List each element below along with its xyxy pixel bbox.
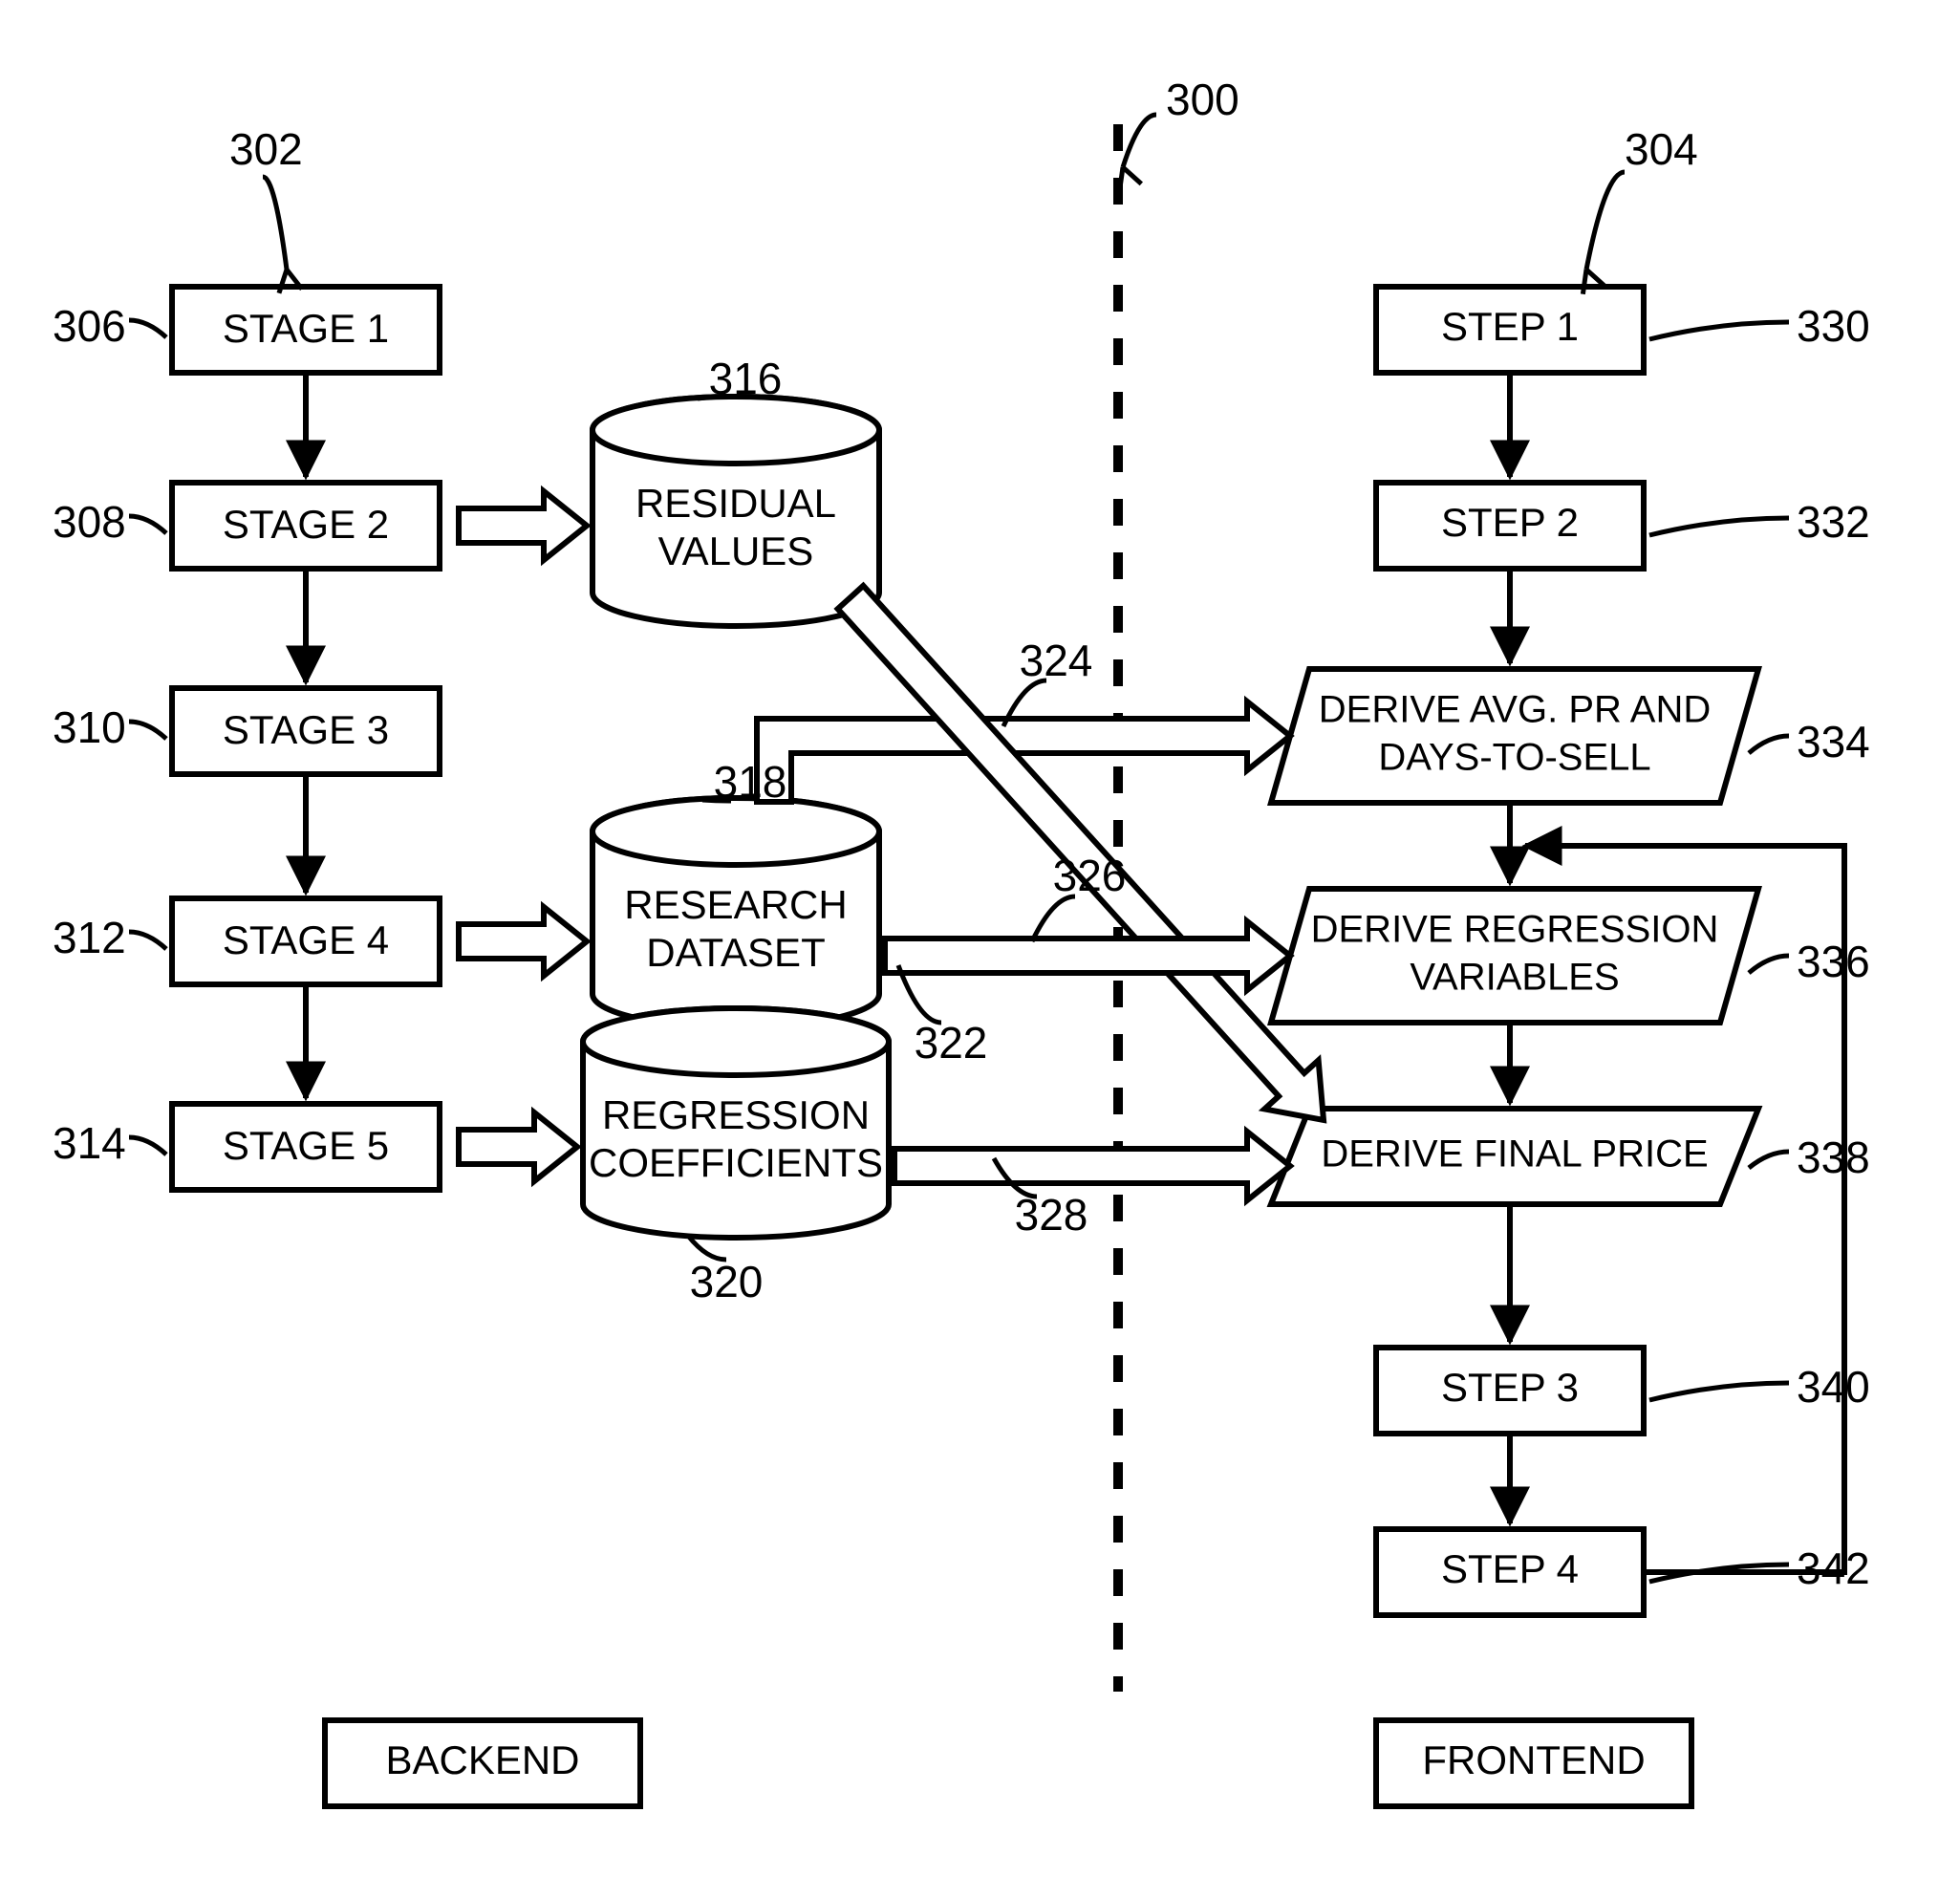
ref-number: 338 — [1797, 1133, 1870, 1182]
leader-r312 — [129, 932, 166, 949]
label: DATASET — [646, 930, 825, 975]
ref-number: 336 — [1797, 937, 1870, 986]
leader-arrowhead — [1586, 270, 1605, 286]
label: BACKEND — [385, 1737, 579, 1782]
leader — [702, 800, 731, 801]
ref-number: 340 — [1797, 1362, 1870, 1412]
arrow-326 — [885, 921, 1290, 990]
leader — [1123, 115, 1156, 167]
leader — [1749, 1152, 1789, 1168]
arrow-stage4-research — [459, 907, 587, 976]
ref-number: 302 — [229, 124, 303, 174]
ref-number: 328 — [1015, 1190, 1088, 1240]
cyl-residual-top — [592, 397, 879, 464]
leader — [1749, 956, 1789, 973]
arrow-328 — [894, 1132, 1290, 1200]
ref-number: 342 — [1797, 1543, 1870, 1593]
leader — [1649, 518, 1789, 535]
label: RESEARCH — [624, 882, 847, 927]
ref-number: 326 — [1053, 851, 1127, 900]
leader-r310 — [129, 722, 166, 739]
leader-arrowhead — [1123, 167, 1141, 183]
ref-number: 314 — [53, 1118, 126, 1168]
label: FRONTEND — [1422, 1737, 1645, 1782]
label: STEP 3 — [1441, 1365, 1579, 1410]
ref-number: 312 — [53, 913, 126, 962]
stage-label: STAGE 3 — [223, 707, 389, 752]
label: RESIDUAL — [635, 481, 836, 526]
ref-number: 304 — [1625, 124, 1698, 174]
ref-number: 324 — [1020, 636, 1093, 685]
ref-number: 322 — [915, 1018, 988, 1068]
ref-number: 308 — [53, 497, 126, 547]
ref-number: 306 — [53, 301, 126, 351]
leader — [1649, 1383, 1789, 1400]
stage-label: STAGE 2 — [223, 502, 389, 547]
leader-r306 — [129, 320, 166, 337]
leader-r314 — [129, 1137, 166, 1155]
leader — [1649, 322, 1789, 339]
stage-label: STAGE 5 — [223, 1123, 389, 1168]
leader — [263, 177, 287, 270]
cyl-regcoef-top — [583, 1008, 889, 1075]
arrow-stage2-residual — [459, 491, 587, 560]
label: COEFFICIENTS — [589, 1140, 883, 1185]
label: VALUES — [658, 529, 814, 573]
cyl-research-top — [592, 798, 879, 865]
label: VARIABLES — [1410, 957, 1619, 999]
leader — [1586, 172, 1625, 270]
label: STEP 1 — [1441, 304, 1579, 349]
stage-label: STAGE 1 — [223, 306, 389, 351]
label: DERIVE REGRESSION — [1311, 909, 1719, 951]
arrow-stage5-regcoef — [459, 1112, 577, 1181]
label: STEP 2 — [1441, 500, 1579, 545]
ref-number: 334 — [1797, 717, 1870, 766]
label: DERIVE FINAL PRICE — [1321, 1133, 1708, 1176]
label: STEP 4 — [1441, 1546, 1579, 1591]
ref-number: 300 — [1166, 75, 1239, 124]
leader — [698, 397, 726, 399]
label: DERIVE AVG. PR AND — [1319, 689, 1712, 731]
ref-number: 310 — [53, 702, 126, 752]
label: REGRESSION — [602, 1092, 870, 1137]
ref-number: 332 — [1797, 497, 1870, 547]
leader — [1032, 896, 1075, 941]
ref-number: 320 — [690, 1257, 764, 1306]
leader-r308 — [129, 516, 166, 533]
leader — [1749, 736, 1789, 753]
stage-label: STAGE 4 — [223, 917, 389, 962]
label: DAYS-TO-SELL — [1378, 737, 1650, 779]
ref-number: 330 — [1797, 301, 1870, 351]
